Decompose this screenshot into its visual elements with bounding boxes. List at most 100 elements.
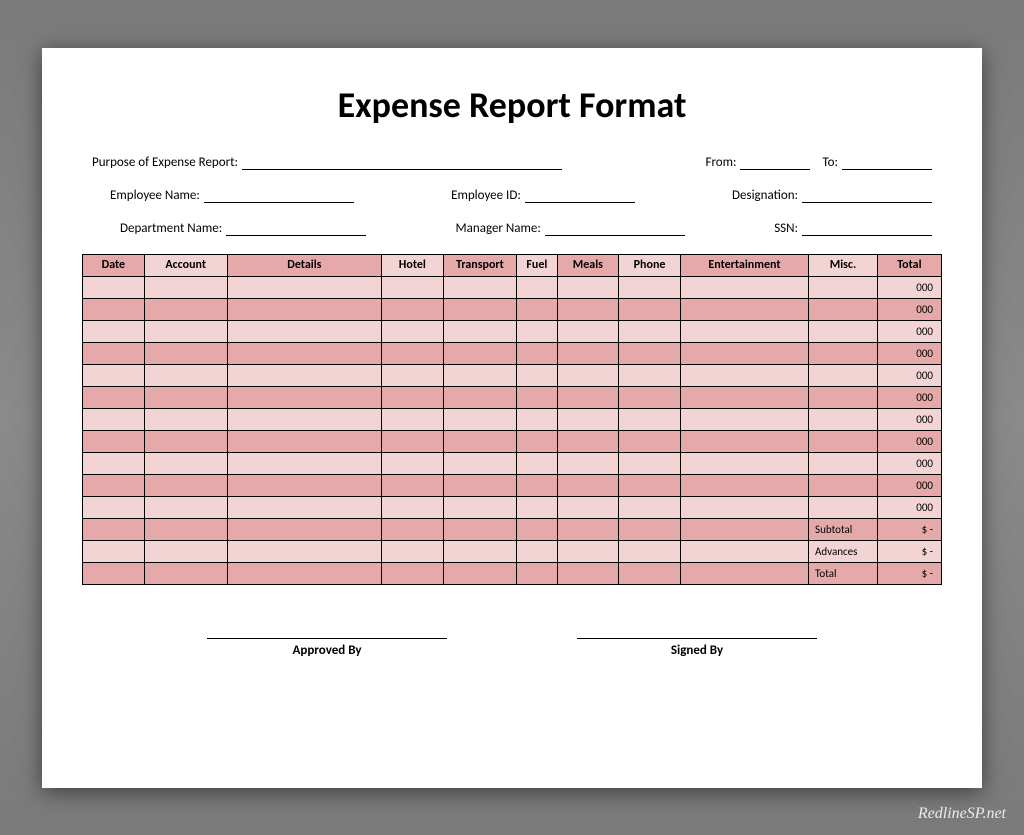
table-cell [809, 497, 878, 519]
table-cell [680, 409, 808, 431]
table-row: 000 [83, 475, 942, 497]
table-cell [443, 387, 517, 409]
table-cell [680, 541, 808, 563]
watermark: RedlineSP.net [918, 805, 1006, 823]
table-cell [443, 453, 517, 475]
table-cell: $ - [877, 541, 941, 563]
table-row: 000 [83, 387, 942, 409]
table-cell [619, 563, 681, 585]
field-row-2: Employee Name: Employee ID: Designation: [82, 188, 942, 203]
table-cell [227, 277, 381, 299]
table-row: 000 [83, 299, 942, 321]
table-cell [381, 277, 443, 299]
table-cell [443, 497, 517, 519]
table-cell [83, 453, 145, 475]
table-cell [83, 519, 145, 541]
table-cell [144, 409, 227, 431]
table-cell [680, 277, 808, 299]
col-header: Transport [443, 254, 517, 277]
table-cell [517, 277, 557, 299]
table-cell [517, 453, 557, 475]
table-cell [381, 431, 443, 453]
expense-table: DateAccountDetailsHotelTransportFuelMeal… [82, 254, 942, 586]
table-cell [809, 431, 878, 453]
table-cell [809, 321, 878, 343]
table-cell [83, 475, 145, 497]
table-row: 000 [83, 453, 942, 475]
table-cell [619, 431, 681, 453]
to-field: To: [822, 155, 932, 170]
table-cell [517, 541, 557, 563]
table-cell [443, 475, 517, 497]
table-cell [619, 387, 681, 409]
table-cell [443, 431, 517, 453]
table-row: 000 [83, 277, 942, 299]
table-cell [381, 453, 443, 475]
purpose-field: Purpose of Expense Report: [92, 155, 562, 170]
table-cell [227, 497, 381, 519]
emp-name-field: Employee Name: [110, 188, 354, 203]
table-cell [381, 497, 443, 519]
table-row: 000 [83, 321, 942, 343]
table-cell [227, 453, 381, 475]
table-cell [619, 321, 681, 343]
table-cell [381, 321, 443, 343]
table-cell [557, 519, 619, 541]
table-body: 000000000000000000000000000000000Subtota… [83, 277, 942, 585]
table-cell [517, 409, 557, 431]
col-header: Details [227, 254, 381, 277]
table-cell: 000 [877, 343, 941, 365]
table-cell [517, 387, 557, 409]
table-row: 000 [83, 409, 942, 431]
table-cell: 000 [877, 277, 941, 299]
table-row: 000 [83, 343, 942, 365]
table-cell: 000 [877, 431, 941, 453]
table-cell [517, 475, 557, 497]
table-cell [443, 277, 517, 299]
table-cell [227, 519, 381, 541]
table-cell [381, 409, 443, 431]
table-cell [381, 541, 443, 563]
table-cell [557, 277, 619, 299]
table-cell [619, 453, 681, 475]
table-cell [619, 277, 681, 299]
table-cell: Total [809, 563, 878, 585]
table-cell [227, 409, 381, 431]
table-cell [809, 453, 878, 475]
table-row: 000 [83, 365, 942, 387]
purpose-label: Purpose of Expense Report: [92, 155, 238, 170]
col-header: Hotel [381, 254, 443, 277]
summary-row: Subtotal$ - [83, 519, 942, 541]
table-cell [517, 431, 557, 453]
table-cell [517, 563, 557, 585]
table-cell [227, 365, 381, 387]
table-cell [680, 299, 808, 321]
table-cell [557, 475, 619, 497]
table-cell [227, 541, 381, 563]
page-title: Expense Report Format [82, 83, 942, 127]
ssn-label: SSN: [774, 221, 798, 236]
dept-field: Department Name: [120, 221, 366, 236]
table-cell [83, 343, 145, 365]
table-cell [443, 343, 517, 365]
table-row: 000 [83, 431, 942, 453]
approved-label: Approved By [207, 643, 447, 658]
table-cell [557, 343, 619, 365]
summary-row: Total$ - [83, 563, 942, 585]
approved-line [207, 625, 447, 639]
signed-line [577, 625, 817, 639]
dept-label: Department Name: [120, 221, 222, 236]
table-cell: $ - [877, 563, 941, 585]
table-cell [557, 321, 619, 343]
dept-line [226, 222, 366, 236]
col-header: Phone [619, 254, 681, 277]
table-cell [619, 365, 681, 387]
emp-id-line [525, 189, 635, 203]
table-cell [557, 431, 619, 453]
designation-line [802, 189, 932, 203]
table-cell: Subtotal [809, 519, 878, 541]
table-cell [381, 475, 443, 497]
field-row-1: Purpose of Expense Report: From: To: [82, 155, 942, 170]
table-cell [381, 563, 443, 585]
approved-signature: Approved By [207, 625, 447, 658]
